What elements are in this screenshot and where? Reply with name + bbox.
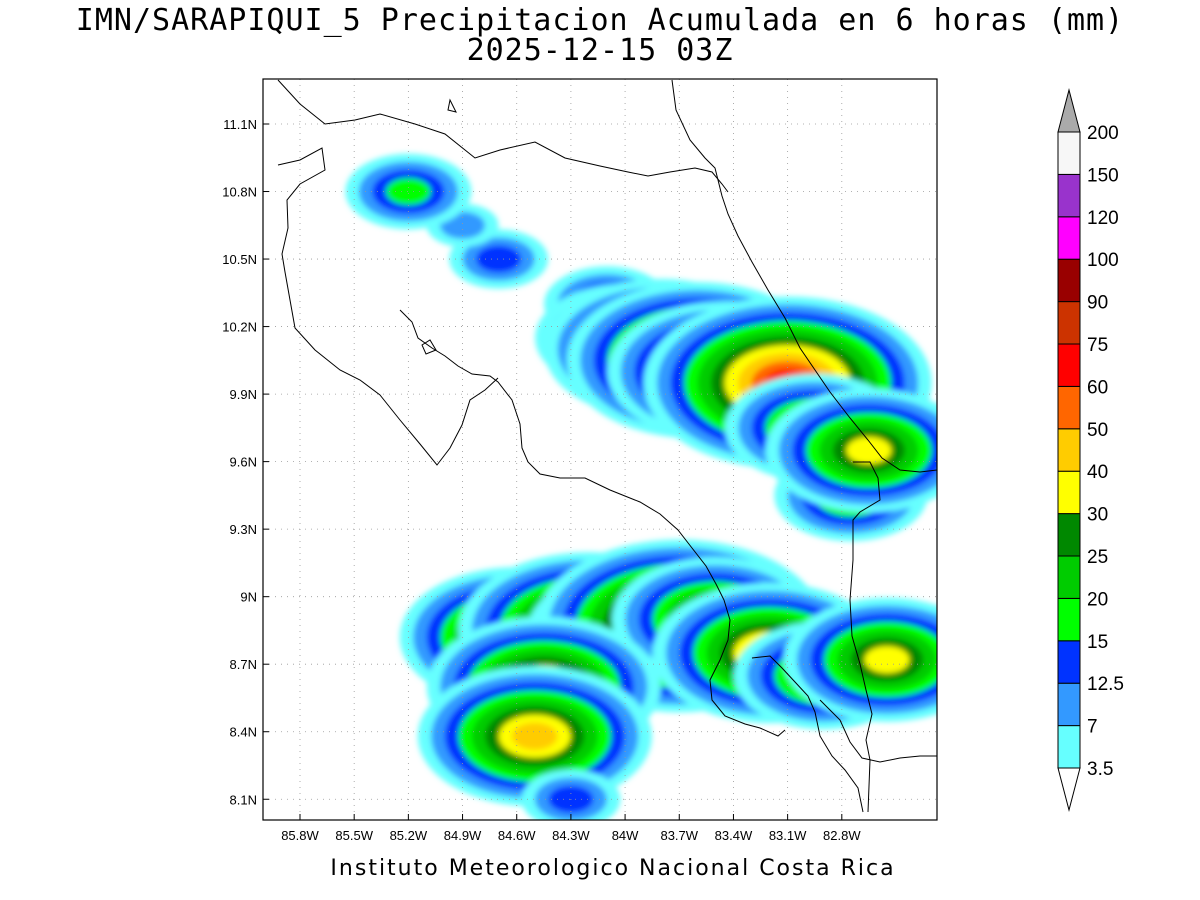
small-island — [447, 98, 457, 113]
osa-peninsula — [751, 655, 864, 813]
y-tick-label: 8.1N — [230, 792, 257, 807]
precip-contour — [846, 436, 892, 464]
map-frame — [262, 78, 938, 821]
map-subtitle-date: 2025-12-15 03Z — [466, 33, 734, 68]
pacific-coast-north — [277, 147, 499, 466]
colorbar-label: 200 — [1087, 123, 1119, 144]
colorbar-legend: 3.5 7 12.5 15 20 25 30 40 50 60 75 90 100 120 150 200 — [1057, 88, 1124, 812]
y-tick-label: 10.8N — [222, 185, 257, 200]
colorbar-swatch — [1057, 173, 1081, 218]
coastline-borders — [277, 79, 937, 813]
colorbar-swatch — [1057, 385, 1081, 430]
y-tick-label: 9.9N — [230, 387, 257, 402]
colorbar-swatch — [1057, 597, 1081, 642]
x-tick-label: 84.6W — [498, 828, 536, 843]
nicoya-gulf — [399, 309, 786, 737]
colorbar-swatch — [1057, 470, 1081, 515]
panama-border — [849, 461, 881, 813]
colorbar-swatch — [1057, 301, 1081, 345]
nicaragua-coast — [277, 79, 729, 193]
y-tick-label: 10.5N — [222, 252, 257, 267]
latitude-ticks: 11.1N 10.8N 10.5N 10.2N 9.9N 9.6N 9.3N 9N 8.7N 8.… — [222, 117, 269, 807]
colorbar-swatch — [1057, 343, 1081, 387]
colorbar-label: 150 — [1087, 165, 1119, 186]
isla-calero — [421, 339, 437, 355]
y-tick-label: 9.6N — [230, 455, 257, 470]
colorbar-swatch — [1057, 640, 1081, 684]
map-area[interactable] — [262, 78, 990, 829]
colorbar-under-arrow — [1057, 767, 1081, 812]
colorbar-label: 75 — [1087, 335, 1108, 356]
colorbar-swatch — [1057, 555, 1081, 599]
x-tick-label: 85.2W — [390, 828, 428, 843]
map-title: IMN/SARAPIQUI_5 Precipitacion Acumulada … — [75, 3, 1125, 38]
colorbar-swatch — [1057, 513, 1081, 557]
y-tick-label: 9N — [240, 590, 257, 605]
precip-contour — [864, 646, 910, 674]
grid-lines — [263, 79, 937, 820]
x-tick-label: 83.1W — [769, 828, 807, 843]
colorbar-label: 3.5 — [1087, 759, 1113, 780]
colorbar-label: 30 — [1087, 505, 1108, 526]
colorbar-label: 25 — [1087, 547, 1108, 568]
colorbar-label: 120 — [1087, 208, 1119, 229]
y-tick-label: 8.7N — [230, 657, 257, 672]
precip-contour — [385, 178, 431, 206]
x-tick-label: 85.5W — [335, 828, 373, 843]
colorbar-swatch — [1057, 682, 1081, 727]
y-tick-label: 8.4N — [230, 725, 257, 740]
longitude-ticks: 85.8W 85.5W 85.2W 84.9W 84.6W 84.3W 84W 83.7W 83… — [281, 814, 861, 843]
colorbar-label: 12.5 — [1087, 674, 1124, 695]
precip-contour — [512, 722, 558, 750]
colorbar-swatch — [1057, 131, 1081, 175]
x-tick-label: 84W — [612, 828, 639, 843]
colorbar-label: 7 — [1087, 717, 1098, 738]
precip-contour — [476, 245, 522, 273]
x-tick-label: 85.8W — [281, 828, 319, 843]
colorbar-label: 60 — [1087, 377, 1108, 398]
colorbar-label: 50 — [1087, 420, 1108, 441]
x-tick-label: 84.3W — [552, 828, 590, 843]
x-tick-label: 83.4W — [715, 828, 753, 843]
colorbar-label: 40 — [1087, 462, 1108, 483]
colorbar-swatch — [1057, 258, 1081, 303]
colorbar-label: 20 — [1087, 589, 1108, 610]
burica — [819, 699, 937, 763]
colorbar-swatch — [1057, 428, 1081, 472]
institution-footer: Instituto Meteorologico Nacional Costa R… — [330, 856, 896, 881]
x-tick-label: 84.9W — [444, 828, 482, 843]
x-tick-label: 83.7W — [660, 828, 698, 843]
x-tick-label: 82.8W — [823, 828, 861, 843]
y-tick-label: 9.3N — [230, 522, 257, 537]
colorbar-over-arrow — [1057, 88, 1081, 133]
colorbar-label: 15 — [1087, 632, 1108, 653]
colorbar-swatch — [1057, 216, 1081, 260]
colorbar-swatch — [1057, 725, 1081, 769]
colorbar-label: 90 — [1087, 293, 1108, 314]
y-tick-label: 10.2N — [222, 320, 257, 335]
y-tick-label: 11.1N — [223, 117, 257, 132]
caribbean-coast — [671, 79, 937, 473]
colorbar-label: 100 — [1087, 250, 1119, 271]
